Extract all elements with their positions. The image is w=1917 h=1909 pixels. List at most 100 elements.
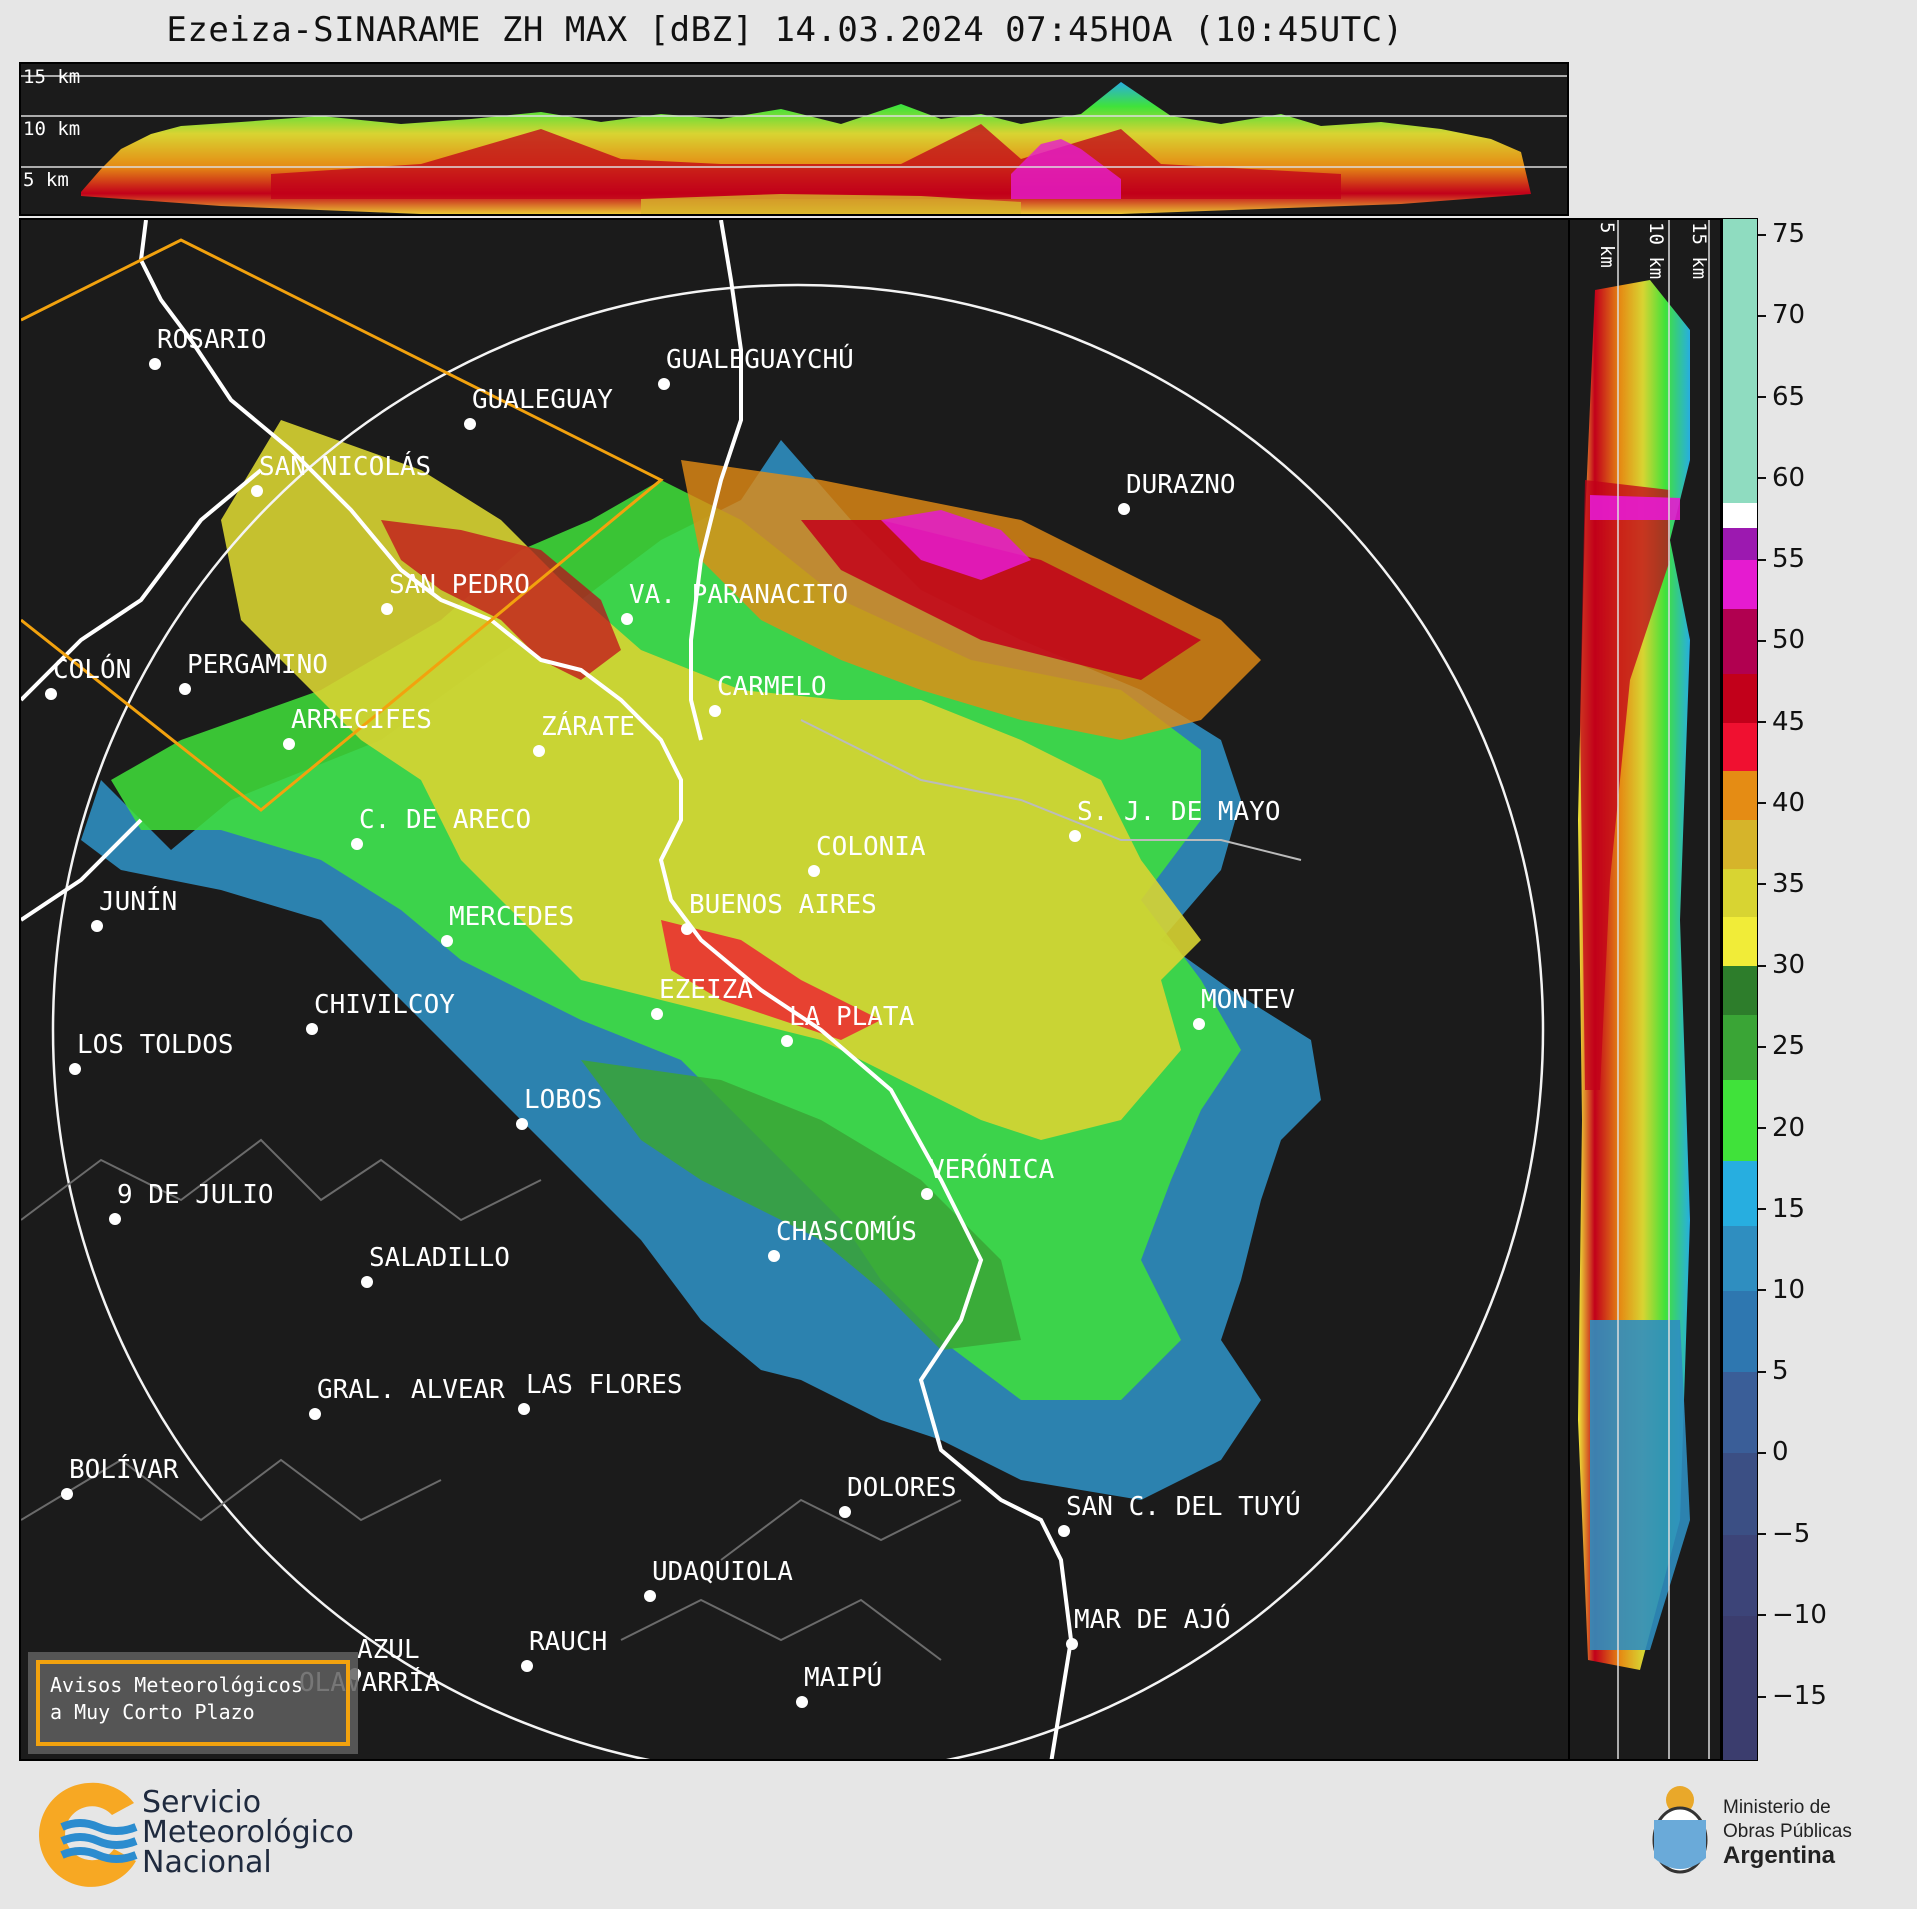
colorbar-segment: [1723, 1534, 1757, 1617]
city-montevideo[interactable]: MONTEV: [1193, 985, 1295, 1034]
colorbar-ticks: 75 70 65 60 55 50 45 40 35 30 25 20 15 10 5 0 −5 −10 −15: [1758, 218, 1858, 1761]
city-gualeguay[interactable]: GUALEGUAY: [464, 385, 613, 434]
city-buenos-aires[interactable]: BUENOS AIRES: [681, 890, 877, 939]
city-san-jose-de-mayo[interactable]: S. J. DE MAYO: [1069, 797, 1281, 846]
echo-red-ne: [801, 520, 1201, 680]
city-va-paranacito[interactable]: VA. PARANACITO: [621, 580, 848, 629]
colorbar-segment: [1723, 722, 1757, 772]
warning-polygon: [21, 238, 664, 812]
city-la-plata[interactable]: LA PLATA: [781, 1002, 914, 1051]
city-chascomus[interactable]: CHASCOMÚS: [768, 1217, 917, 1266]
city-pergamino[interactable]: PERGAMINO: [179, 650, 328, 699]
colorbar-segment: [1723, 560, 1757, 610]
top-lower-yellow: [641, 194, 1021, 214]
colorbar-tick-label: −15: [1758, 1681, 1827, 1711]
colorbar-tick-label: 10: [1758, 1275, 1805, 1305]
city-9-de-julio[interactable]: 9 DE JULIO: [109, 1180, 274, 1229]
city-durazno[interactable]: DURAZNO: [1118, 470, 1236, 519]
colorbar-tick-label: 35: [1758, 869, 1805, 899]
city-los-toldos[interactable]: LOS TOLDOS: [69, 1030, 234, 1079]
chart-title: Ezeiza-SINARAME ZH MAX [dBZ] 14.03.2024 …: [166, 10, 1404, 50]
echo-red-nw: [381, 520, 621, 680]
warning-line-1: Avisos Meteorológicos: [50, 1673, 303, 1697]
top-cross-section: 15 km 10 km 5 km: [19, 62, 1569, 216]
colorbar-tick-label: 15: [1758, 1194, 1805, 1224]
city-san-pedro[interactable]: SAN PEDRO: [381, 570, 530, 619]
city-ezeiza[interactable]: EZEIZA: [651, 975, 753, 1024]
colorbar-segment: [1723, 1014, 1757, 1081]
right-lower-blue: [1590, 1320, 1690, 1650]
city-las-flores[interactable]: LAS FLORES: [518, 1370, 683, 1419]
colorbar-tick-label: 55: [1758, 544, 1805, 574]
colorbar-segment: [1723, 1615, 1757, 1760]
city-saladillo[interactable]: SALADILLO: [361, 1243, 510, 1292]
city-lobos[interactable]: LOBOS: [516, 1085, 602, 1134]
city-mercedes[interactable]: MERCEDES: [441, 902, 574, 951]
colorbar-tick-label: 40: [1758, 788, 1805, 818]
city-maipu[interactable]: MAIPÚ: [796, 1663, 882, 1712]
warning-panel[interactable]: Avisos Meteorológicos a Muy Corto Plazo: [28, 1652, 358, 1754]
colorbar-segment: [1723, 503, 1757, 529]
city-junin[interactable]: JUNÍN: [91, 887, 177, 936]
colorbar-segment: [1723, 771, 1757, 821]
city-veronica[interactable]: VERÓNICA: [921, 1155, 1054, 1204]
colorbar-segment: [1723, 673, 1757, 723]
colorbar-tick-label: 0: [1758, 1437, 1789, 1467]
uruguay-boundary: [800, 719, 1302, 861]
city-rosario[interactable]: ROSARIO: [149, 325, 267, 374]
city-c-de-areco[interactable]: C. DE ARECO: [351, 805, 531, 854]
smn-line-2: Meteorológico: [142, 1815, 354, 1850]
colorbar-tick-label: −10: [1758, 1600, 1827, 1630]
smn-line-3: Nacional: [142, 1845, 272, 1880]
colorbar-segment: [1723, 527, 1757, 561]
radar-range-ring: [51, 283, 1545, 1759]
city-dolores[interactable]: DOLORES: [839, 1473, 957, 1522]
right-label-15km: 15 km: [1688, 222, 1710, 280]
ministry-line-1: Ministerio de: [1723, 1797, 1831, 1818]
colorbar-tick-label: 60: [1758, 463, 1805, 493]
echo-magenta-ne: [881, 510, 1031, 580]
smn-name: Servicio Meteorológico Nacional: [142, 1788, 354, 1878]
city-chivilcoy[interactable]: CHIVILCOY: [306, 990, 455, 1039]
western-boundary: [21, 468, 263, 702]
uruguay-river: [689, 220, 743, 741]
colorbar-segment: [1723, 1372, 1757, 1454]
top-core-magenta: [1011, 139, 1121, 199]
city-arrecifes[interactable]: ARRECIFES: [283, 705, 432, 754]
colorbar-segment: [1723, 219, 1757, 504]
colorbar-tick-label: 30: [1758, 950, 1805, 980]
city-colon[interactable]: COLÓN: [45, 655, 131, 704]
city-azul[interactable]: AZUL: [349, 1635, 420, 1684]
colorbar-segment: [1723, 1290, 1757, 1373]
ministry-line-2: Obras Públicas: [1723, 1821, 1852, 1842]
smn-logo-icon: [39, 1782, 138, 1887]
top-label-10km: 10 km: [23, 118, 81, 140]
city-gral-alvear[interactable]: GRAL. ALVEAR: [309, 1375, 505, 1424]
colorbar-segment: [1723, 1453, 1757, 1536]
city-mar-de-ajo[interactable]: MAR DE AJÓ: [1066, 1605, 1231, 1654]
right-core-red: [1580, 480, 1670, 1090]
ministry-line-3: Argentina: [1723, 1842, 1836, 1869]
right-label-10km: 10 km: [1645, 222, 1667, 280]
city-bolivar[interactable]: BOLÍVAR: [61, 1455, 179, 1504]
city-gualeguaychu[interactable]: GUALEGUAYCHÚ: [658, 345, 854, 394]
city-zarate[interactable]: ZÁRATE: [533, 712, 635, 761]
radar-map[interactable]: ROSARIO GUALEGUAYCHÚ GUALEGUAY SAN NICOL…: [19, 218, 1570, 1761]
district-lines: [21, 1138, 962, 1661]
city-san-clemente-del-tuyu[interactable]: SAN C. DEL TUYÚ: [1058, 1492, 1301, 1541]
city-colonia[interactable]: COLONIA: [808, 832, 926, 881]
city-san-nicolas[interactable]: SAN NICOLÁS: [251, 452, 431, 501]
colorbar-tick-label: 70: [1758, 300, 1805, 330]
right-core-magenta: [1590, 495, 1680, 520]
city-carmelo[interactable]: CARMELO: [709, 672, 827, 721]
city-udaquiola[interactable]: UDAQUIOLA: [644, 1557, 793, 1606]
colorbar-tick-label: 25: [1758, 1031, 1805, 1061]
smn-logo: [28, 1775, 448, 1895]
colorbar-segment: [1723, 966, 1757, 1016]
city-rauch[interactable]: RAUCH: [521, 1627, 607, 1676]
colorbar-tick-label: 75: [1758, 219, 1805, 249]
colorbar-segment: [1723, 1161, 1757, 1227]
warning-line-2: a Muy Corto Plazo: [50, 1700, 255, 1724]
coast-line: [138, 220, 1074, 1759]
top-label-5km: 5 km: [23, 169, 69, 191]
